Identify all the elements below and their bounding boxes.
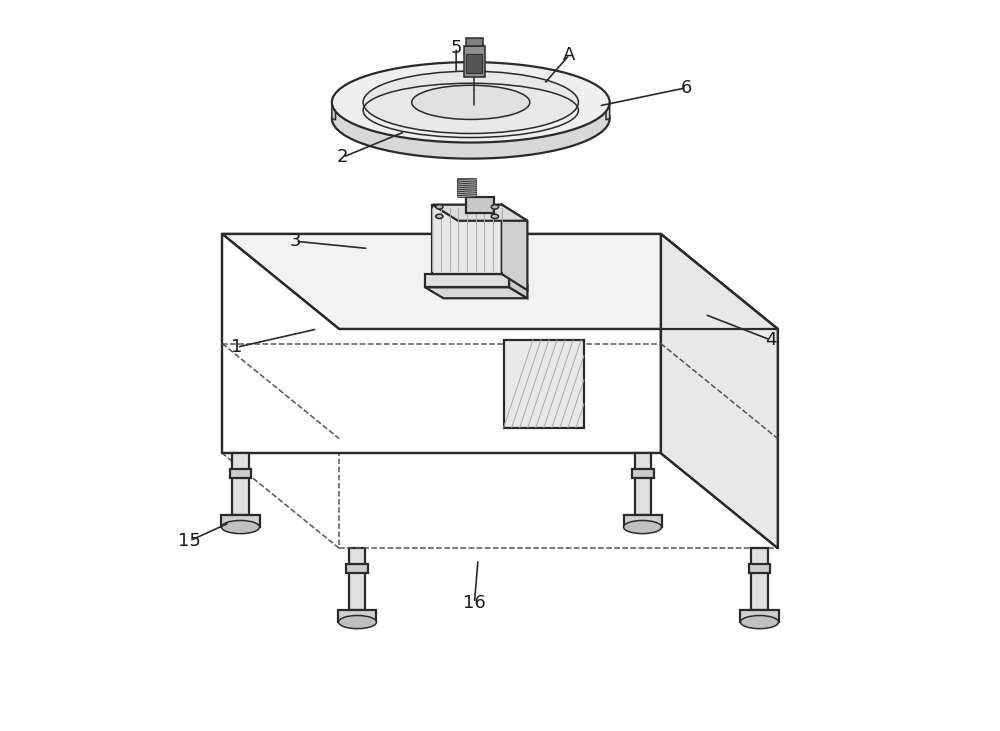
Polygon shape [458, 181, 476, 183]
Polygon shape [661, 234, 778, 548]
Polygon shape [606, 101, 610, 120]
Polygon shape [349, 548, 365, 610]
Text: 1: 1 [231, 338, 243, 356]
Polygon shape [740, 610, 779, 622]
Polygon shape [502, 205, 527, 290]
Ellipse shape [332, 62, 610, 143]
Polygon shape [458, 191, 476, 193]
Polygon shape [751, 548, 768, 610]
Ellipse shape [338, 616, 376, 629]
Text: 4: 4 [765, 331, 776, 349]
Polygon shape [232, 453, 249, 515]
Text: 5: 5 [450, 39, 462, 56]
Ellipse shape [332, 78, 610, 159]
Polygon shape [332, 101, 336, 120]
Ellipse shape [412, 86, 530, 119]
Ellipse shape [491, 214, 499, 219]
Polygon shape [425, 274, 509, 287]
Ellipse shape [491, 205, 499, 209]
Polygon shape [458, 183, 476, 185]
Polygon shape [624, 515, 662, 527]
Polygon shape [432, 205, 502, 274]
Polygon shape [338, 610, 376, 622]
Polygon shape [458, 189, 476, 191]
Ellipse shape [436, 205, 443, 209]
Polygon shape [222, 234, 778, 329]
Ellipse shape [363, 71, 578, 134]
Text: 16: 16 [463, 594, 486, 612]
Polygon shape [458, 194, 476, 197]
Polygon shape [466, 38, 483, 47]
Text: 15: 15 [178, 532, 201, 550]
Text: A: A [563, 46, 576, 64]
Polygon shape [458, 185, 476, 187]
Ellipse shape [221, 520, 260, 534]
Polygon shape [346, 564, 368, 572]
Ellipse shape [740, 616, 779, 629]
Text: 6: 6 [681, 79, 692, 96]
Polygon shape [230, 469, 251, 477]
Polygon shape [509, 274, 527, 298]
Polygon shape [464, 47, 485, 77]
Polygon shape [425, 287, 527, 298]
Polygon shape [504, 340, 584, 428]
Polygon shape [458, 193, 476, 194]
Polygon shape [458, 179, 476, 181]
Ellipse shape [624, 520, 662, 534]
Polygon shape [222, 234, 661, 453]
Text: 3: 3 [290, 232, 301, 250]
Polygon shape [749, 564, 770, 572]
Ellipse shape [436, 214, 443, 219]
Polygon shape [635, 453, 651, 515]
Polygon shape [458, 187, 476, 189]
Polygon shape [466, 54, 482, 73]
Polygon shape [632, 469, 654, 477]
Polygon shape [221, 515, 260, 527]
Polygon shape [432, 205, 527, 221]
Polygon shape [466, 197, 494, 213]
Text: 2: 2 [337, 148, 349, 166]
